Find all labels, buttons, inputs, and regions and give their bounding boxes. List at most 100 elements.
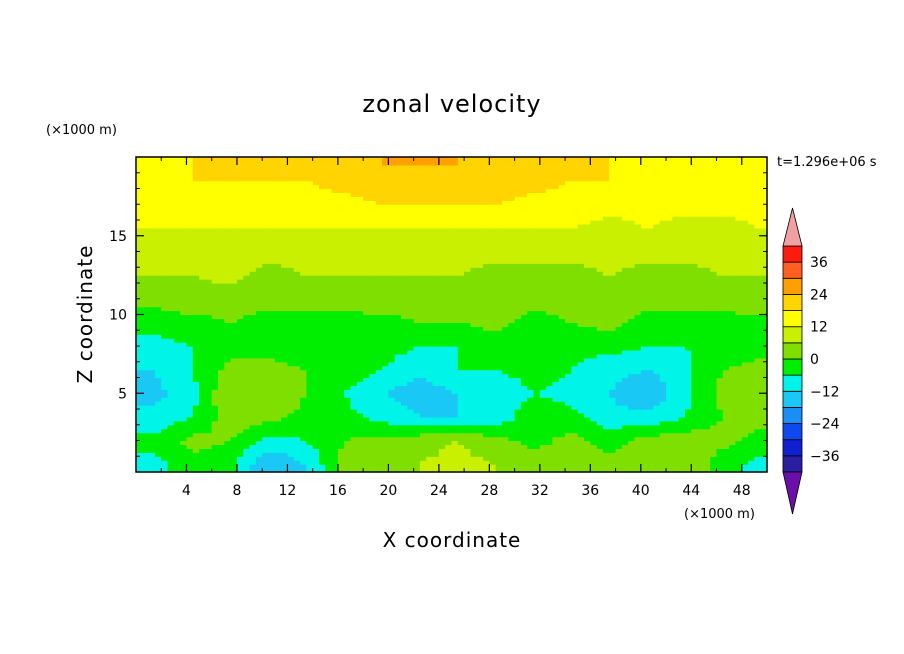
field-cell — [255, 235, 263, 241]
field-cell — [186, 353, 194, 359]
field-cell — [407, 267, 415, 272]
field-cell — [520, 286, 528, 292]
field-cell — [407, 361, 415, 367]
field-cell — [470, 432, 478, 438]
field-cell — [243, 385, 251, 390]
field-cell — [230, 322, 238, 327]
field-cell — [300, 192, 307, 197]
field-cell — [180, 168, 188, 174]
field-cell — [148, 220, 156, 225]
field-cell — [224, 353, 232, 359]
field-cell — [476, 353, 484, 359]
field-cell — [413, 259, 421, 264]
field-cell — [173, 357, 181, 363]
field-cell — [211, 342, 219, 347]
field-cell — [186, 271, 194, 276]
field-cell — [331, 290, 339, 296]
field-cell — [243, 436, 251, 442]
field-cell — [489, 247, 497, 253]
field-cell — [483, 373, 490, 379]
field-cell — [363, 212, 371, 217]
field-cell — [148, 168, 156, 174]
field-cell — [268, 436, 276, 442]
field-cell — [262, 428, 270, 434]
field-cell — [514, 157, 522, 162]
field-cell — [520, 444, 528, 449]
field-cell — [312, 227, 320, 233]
field-cell — [520, 369, 528, 375]
field-cell — [438, 267, 446, 272]
field-cell — [501, 365, 509, 371]
field-cell — [255, 385, 263, 390]
field-cell — [180, 243, 188, 249]
field-cell — [148, 416, 156, 422]
field-cell — [356, 464, 364, 469]
field-cell — [274, 342, 282, 347]
field-cell — [483, 326, 490, 331]
field-cell — [382, 204, 389, 209]
field-cell — [148, 432, 156, 438]
field-cell — [274, 405, 282, 410]
field-cell — [495, 349, 503, 355]
field-cell — [426, 361, 434, 367]
field-cell — [363, 164, 371, 170]
field-cell — [224, 279, 232, 284]
field-cell — [350, 251, 358, 257]
field-cell — [476, 298, 484, 304]
field-cell — [236, 444, 244, 449]
field-cell — [445, 255, 453, 260]
field-cell — [356, 448, 364, 453]
field-cell — [464, 322, 472, 327]
field-cell — [344, 389, 352, 394]
field-cell — [375, 216, 383, 221]
field-cell — [205, 172, 213, 178]
field-cell — [199, 357, 207, 363]
field-cell — [401, 322, 408, 327]
field-cell — [382, 164, 389, 170]
field-cell — [451, 365, 459, 371]
field-cell — [268, 397, 276, 402]
field-cell — [337, 416, 345, 422]
field-cell — [318, 306, 326, 312]
field-cell — [457, 294, 465, 300]
field-cell — [382, 468, 389, 472]
field-cell — [337, 365, 345, 371]
field-cell — [363, 200, 371, 205]
field-cell — [407, 247, 415, 253]
field-cell — [205, 330, 213, 335]
field-cell — [154, 306, 162, 312]
field-cell — [337, 436, 345, 442]
field-cell — [495, 271, 503, 276]
field-cell — [501, 306, 509, 312]
field-cell — [363, 338, 371, 343]
field-cell — [489, 420, 497, 426]
field-cell — [255, 157, 263, 162]
field-cell — [388, 444, 396, 449]
field-cell — [331, 452, 339, 457]
field-cell — [268, 440, 276, 446]
field-cell — [495, 357, 503, 363]
field-cell — [306, 460, 314, 465]
field-cell — [192, 290, 200, 296]
field-cell — [501, 283, 509, 288]
field-cell — [199, 346, 207, 351]
field-cell — [350, 176, 358, 182]
field-cell — [136, 235, 143, 241]
field-cell — [413, 157, 421, 162]
field-cell — [142, 412, 150, 418]
field-cell — [281, 298, 289, 304]
field-cell — [438, 184, 446, 190]
field-cell — [318, 168, 326, 174]
field-cell — [375, 196, 383, 201]
field-cell — [483, 263, 490, 268]
field-cell — [401, 428, 408, 434]
field-cell — [148, 298, 156, 304]
field-cell — [476, 456, 484, 461]
field-cell — [331, 192, 339, 197]
field-cell — [180, 294, 188, 300]
field-cell — [501, 267, 509, 272]
field-cell — [230, 235, 238, 241]
field-cell — [375, 255, 383, 260]
field-cell — [211, 290, 219, 296]
field-cell — [180, 216, 188, 221]
